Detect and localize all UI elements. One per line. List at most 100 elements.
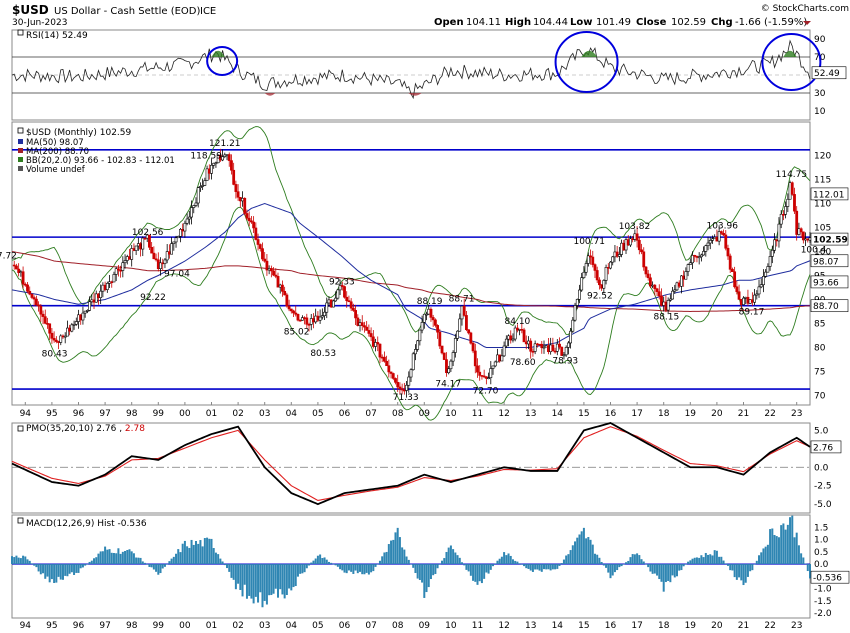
macd-hist-bar (385, 551, 388, 565)
macd-hist-bar (354, 564, 357, 571)
price-bar-body (755, 293, 759, 296)
x-axis-label: 01 (206, 409, 217, 419)
macd-hist-bar (653, 564, 656, 574)
price-annotation: 97.72 (0, 251, 17, 261)
price-bar-body (640, 249, 643, 253)
price-bar-body (602, 280, 606, 289)
price-bar-body (604, 267, 608, 281)
x-axis-label-bottom: 04 (286, 621, 298, 631)
x-axis-label: 19 (685, 409, 697, 419)
price-bar-body (722, 232, 725, 236)
price-annotation: 100.4 (801, 246, 827, 256)
x-axis-label: 05 (312, 409, 323, 419)
price-bar-body (465, 315, 468, 331)
price-bar-body (644, 266, 648, 275)
macd-hist-bar (780, 525, 783, 565)
macd-hist-bar (99, 551, 102, 565)
macd-hist-bar (543, 564, 545, 570)
price-bar-body (79, 314, 83, 321)
macd-hist-bar (469, 564, 472, 576)
macd-hist-bar (496, 560, 499, 565)
price-bar-body (77, 314, 80, 322)
macd-hist-bar (110, 552, 113, 565)
macd-hist-bar (671, 564, 674, 576)
price-bar-body (336, 289, 340, 299)
macd-hist-bar (507, 553, 510, 565)
price-bar-body (105, 283, 109, 290)
macd-hist-bar (270, 564, 273, 596)
watermark: © StockCharts.com (761, 4, 849, 14)
price-bar-body (686, 264, 690, 272)
price-bar-body (389, 371, 393, 374)
macd-hist-bar (505, 555, 508, 565)
price-bar-body (786, 198, 790, 207)
price-bar-body (247, 217, 251, 222)
macd-hist-bar (443, 558, 446, 565)
price-bar-body (728, 255, 732, 270)
macd-hist-bar (356, 564, 359, 574)
price-bar-body (804, 238, 807, 241)
price-bar-body (52, 338, 56, 341)
macd-hist-bar (294, 564, 297, 587)
macd-hist-bar (549, 564, 552, 571)
price-bar-body (179, 229, 182, 237)
price-bar-body (753, 294, 756, 303)
macd-hist-bar (547, 564, 550, 570)
macd-hist-bar (791, 515, 794, 565)
price-bar-body (238, 196, 242, 202)
macd-hist-bar (485, 564, 488, 573)
price-annotation: 74.17 (435, 379, 461, 389)
macd-hist-bar (310, 562, 313, 565)
price-bar-body (243, 197, 247, 214)
price-bar-body (620, 242, 623, 255)
price-bar-body (757, 286, 761, 295)
macd-hist-bar (434, 564, 437, 574)
price-bar-body (768, 256, 772, 267)
x-axis-label-bottom: 97 (99, 621, 110, 631)
macd-hist-bar (383, 552, 386, 565)
macd-hist-bar (636, 553, 639, 565)
x-axis-label: 03 (259, 409, 270, 419)
price-bar-body (345, 296, 349, 301)
macd-hist-bar (460, 562, 463, 565)
macd-hist-bar (744, 564, 747, 583)
price-bar-body (254, 227, 258, 240)
macd-hist-bar (314, 558, 317, 565)
macd-hist-bar (416, 564, 419, 579)
macd-hist-bar (518, 563, 521, 565)
macd-hist-bar (210, 538, 213, 565)
x-axis-label-bottom: 09 (419, 621, 431, 631)
chg-value: -1.66 (-1.59%) (735, 17, 807, 28)
price-value-label: 98.07 (813, 257, 839, 267)
macd-hist-bar (771, 528, 774, 565)
price-bar-body (682, 275, 686, 280)
macd-hist-bar (731, 564, 734, 571)
price-bar-body (688, 262, 692, 265)
price-annotation: 85.02 (284, 327, 310, 337)
macd-hist-bar (245, 564, 248, 599)
macd-hist-bar (554, 564, 557, 570)
macd-hist-bar (613, 564, 616, 573)
price-bar-body (744, 296, 748, 299)
price-bar-body (117, 268, 120, 271)
macd-hist-bar (59, 564, 62, 580)
price-bar-body (26, 284, 29, 292)
macd-hist-bar (598, 557, 601, 565)
macd-hist-bar (252, 564, 255, 604)
price-label: $USD (Monthly) 102.59 (26, 128, 132, 138)
macd-hist-bar (738, 564, 741, 578)
macd-hist-bar (425, 564, 428, 593)
price-bar-body (320, 315, 324, 318)
macd-hist-bar (625, 562, 628, 565)
macd-hist-bar (299, 564, 302, 574)
macd-hist-bar (61, 564, 64, 580)
price-bar-body (695, 256, 699, 258)
x-axis-label-bottom: 94 (20, 621, 32, 631)
price-bar-body (351, 307, 355, 311)
macd-hist-bar (223, 564, 226, 566)
price-bar-body (232, 169, 236, 185)
x-axis-label: 18 (658, 409, 670, 419)
price-bar-body (263, 258, 267, 262)
macd-legend: MACD(12,26,9) Hist -0.536 (17, 517, 147, 529)
macd-hist-bar (84, 564, 87, 566)
